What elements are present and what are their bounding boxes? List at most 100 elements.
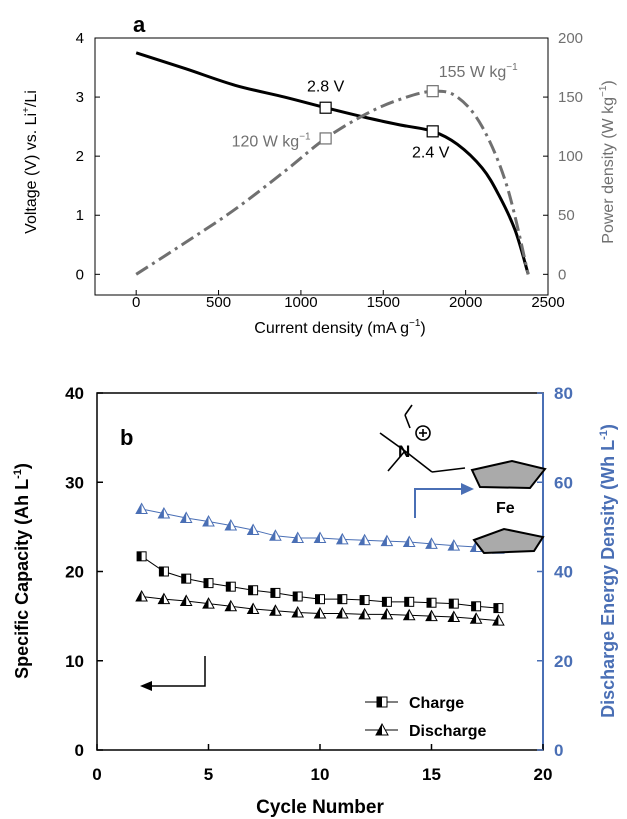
data-marker — [426, 125, 439, 138]
nitrogen-atom-label: N — [398, 442, 410, 461]
panel-b-points — [135, 502, 505, 626]
y2-tick-label: 100 — [558, 148, 583, 165]
right-axis-arrow-head — [461, 483, 474, 495]
energy-density-point-fill — [203, 516, 209, 527]
y-tick-label: 2 — [76, 148, 84, 165]
panel-b-x-ticks: 0 5 10 15 20 — [92, 744, 552, 784]
x-tick-label: 1000 — [284, 294, 317, 311]
charge-point-fill — [493, 603, 499, 613]
panel-a-y-ticks: 0 1 2 3 4 — [76, 30, 100, 283]
discharge-point-fill — [247, 603, 254, 614]
discharge-point-fill — [492, 615, 499, 626]
panel-b-y2-ticks: 0 20 40 60 80 — [537, 384, 573, 760]
energy-density-point-fill — [359, 534, 365, 545]
y-tick-label: 1 — [76, 207, 84, 224]
discharge-point-fill — [403, 609, 410, 620]
data-marker-label: 155 W kg−1 — [439, 62, 518, 81]
y-tick-label: 4 — [76, 30, 84, 47]
x-tick-label: 1500 — [367, 294, 400, 311]
legend: Charge Discharge — [365, 695, 486, 740]
panel-a-markers: 2.8 V 2.4 V 120 W kg−1 155 W kg−1 — [232, 62, 519, 161]
energy-density-point-fill — [158, 507, 164, 518]
y2-tick-label: 0 — [558, 266, 566, 283]
positive-charge-icon — [415, 425, 431, 441]
legend-discharge-label: Discharge — [409, 723, 486, 740]
charge-point-fill — [248, 585, 254, 595]
panel-a-y2-axis-label: Power density (W kg−1) — [598, 80, 617, 243]
ferrocenylmethyl-ammonium-structure — [379, 404, 547, 555]
discharge-point-fill — [470, 613, 477, 624]
panel-a-x-ticks: 0 500 1000 1500 2000 2500 — [132, 290, 565, 311]
y-tick-label: 40 — [65, 384, 84, 403]
panel-a-label: a — [133, 12, 146, 37]
x-tick-label: 5 — [204, 765, 213, 784]
discharge-point-fill — [359, 608, 365, 619]
y2-tick-label: 60 — [554, 473, 573, 492]
panel-b-y2-axis-label: Discharge Energy Density (Wh L-1) — [598, 424, 618, 718]
x-tick-label: 500 — [206, 294, 231, 311]
charge-point-fill — [360, 595, 365, 605]
x-tick-label: 0 — [92, 765, 101, 784]
upper-cyclopentadienyl-ring — [470, 459, 547, 490]
panel-a-y2-ticks: 0 50 100 150 200 — [543, 30, 583, 283]
discharge-point-fill — [136, 590, 142, 601]
y-tick-label: 20 — [65, 563, 84, 582]
charge-point-fill — [337, 594, 343, 604]
y2-tick-label: 50 — [558, 207, 575, 224]
data-marker-label: 120 W kg−1 — [232, 131, 311, 150]
panel-b-y-axis-label: Specific Capacity (Ah L-1) — [12, 463, 32, 679]
discharge-point-fill — [448, 611, 454, 622]
energy-density-point-fill — [381, 535, 387, 546]
y-tick-label: 3 — [76, 89, 84, 106]
y2-tick-label: 150 — [558, 89, 583, 106]
discharge-point-fill — [203, 598, 209, 609]
data-marker-label: 2.8 V — [307, 79, 345, 96]
discharge-point-fill — [158, 593, 164, 604]
charge-point-fill — [449, 599, 454, 609]
discharge-point-fill — [292, 607, 298, 618]
discharge-point-fill — [180, 595, 187, 606]
energy-density-point-fill — [225, 520, 231, 531]
energy-density-point-fill — [269, 530, 276, 541]
discharge-point-fill — [336, 607, 343, 618]
y-tick-label: 30 — [65, 473, 84, 492]
x-tick-label: 2000 — [449, 294, 482, 311]
panel-a-x-axis-label: Current density (mA g−1) — [254, 318, 425, 337]
panel-b-label: b — [120, 425, 133, 450]
energy-density-point-fill — [403, 536, 410, 547]
charge-point-fill — [404, 597, 410, 607]
charge-point-fill — [382, 597, 387, 607]
legend-charge-label: Charge — [409, 695, 464, 712]
left-axis-arrow-head — [140, 681, 152, 691]
y2-tick-label: 80 — [554, 384, 573, 403]
energy-density-point-fill — [448, 540, 454, 551]
discharge-point-fill — [225, 600, 231, 611]
discharge-point-fill — [314, 607, 320, 618]
charge-point-fill — [159, 567, 164, 576]
charge-point-fill — [204, 578, 209, 588]
energy-density-point-fill — [314, 532, 320, 543]
data-marker — [319, 132, 332, 145]
discharge-point-fill — [381, 608, 387, 619]
charge-point-fill — [181, 574, 187, 584]
charge-point-fill — [315, 594, 320, 604]
charge-point-fill — [226, 582, 231, 592]
y2-tick-label: 0 — [554, 741, 563, 760]
energy-density-point-fill — [180, 512, 187, 523]
y2-tick-label: 200 — [558, 30, 583, 47]
charge-point-fill — [293, 591, 298, 601]
power-density-curve — [135, 89, 530, 276]
x-tick-label: 15 — [422, 765, 441, 784]
x-tick-label: 20 — [534, 765, 553, 784]
energy-density-point-fill — [247, 524, 254, 535]
charge-point-fill — [137, 551, 142, 561]
lower-cyclopentadienyl-ring — [472, 527, 545, 555]
data-marker-label: 2.4 V — [412, 144, 450, 161]
energy-density-point-fill — [292, 532, 298, 543]
right-axis-arrow — [414, 488, 462, 518]
panel-a-y-axis-label: Voltage (V) vs. Li+/Li — [21, 90, 40, 234]
panel-a: a 0 500 1000 1500 2000 2500 0 1 2 3 4 0 50 100 150 20… — [21, 12, 617, 337]
energy-density-point-fill — [470, 541, 477, 552]
